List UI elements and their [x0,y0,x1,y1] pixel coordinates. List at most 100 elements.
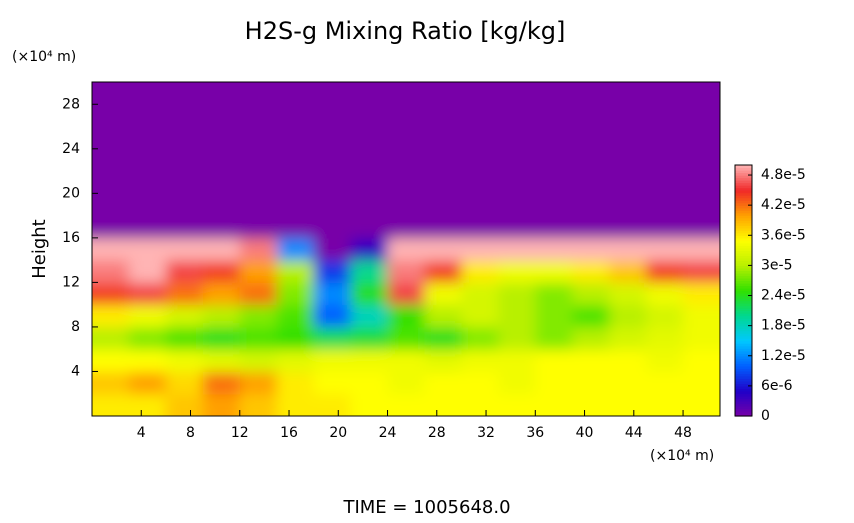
x-unit: (×10⁴ m) [650,448,714,464]
cell [313,104,352,128]
cell [424,237,462,261]
cell [609,282,647,306]
colorbar-band [735,368,752,372]
colorbar-tick-label: 3e-5 [761,257,792,273]
colorbar-tick-label: 3.6e-5 [761,227,806,243]
cell [128,304,167,328]
cell [683,193,720,217]
colorbar-band [735,333,752,337]
cell [92,82,130,105]
cell [165,371,204,395]
cell [202,193,241,217]
colorbar-frame [734,164,753,417]
cell [313,171,352,194]
cell [387,104,425,128]
colorbar-band [735,262,752,266]
cell [424,326,462,350]
cell [128,237,167,261]
y-unit: (×10⁴ m) [12,49,76,65]
cell [646,171,684,194]
cell [609,126,647,150]
cell [128,215,167,239]
cell [239,237,278,261]
cell [461,215,499,239]
colorbar-band [735,335,752,339]
cell [683,304,720,328]
cell [498,126,536,150]
cell [424,193,462,217]
cell [387,82,425,105]
cell [498,282,536,306]
cell [646,237,684,261]
cell [461,104,499,128]
cell [572,304,610,328]
colorbar-band [735,227,752,231]
cell [572,215,610,239]
cell [683,349,720,372]
cell [683,237,720,261]
colorbar-tick-label: 4.2e-5 [761,197,806,213]
colorbar-band [735,398,752,402]
cell [461,193,499,217]
cell [239,126,278,150]
x-tick-label: 20 [329,425,347,441]
y-tick-label: 12 [62,274,80,290]
cell [683,148,720,172]
cell [313,148,352,172]
cell [424,371,462,395]
cell [498,171,536,194]
cell [239,326,278,350]
colorbar-band [735,330,752,334]
colorbar-band [735,180,752,184]
cells [92,82,720,416]
cell [424,349,462,372]
cell [239,371,278,395]
cell [609,371,647,395]
colorbar-band [735,305,752,309]
colorbar-band [735,222,752,226]
cell [276,326,315,350]
cell [92,326,130,350]
colorbar-tick-label: 2.4e-5 [761,288,806,304]
cell [572,282,610,306]
cell [572,82,610,105]
colorbar-band [735,170,752,174]
cell [498,304,536,328]
cell [92,148,130,172]
colorbar-band [735,187,752,191]
cell [387,126,425,150]
colorbar-band [735,280,752,284]
cell [313,393,352,416]
colorbar-band [735,308,752,312]
colorbar-band [735,343,752,347]
cell [350,148,389,172]
cell [535,148,573,172]
cell [609,304,647,328]
plot-frame [91,81,721,417]
cell [128,171,167,194]
cell [313,193,352,217]
cell [609,393,647,416]
cell [572,148,610,172]
cell [276,282,315,306]
x-tick-label: 28 [428,425,446,441]
colorbar-band [735,358,752,362]
colorbar-band [735,293,752,297]
cell [202,82,241,105]
colorbar-band [735,380,752,384]
cell [572,326,610,350]
colorbar-band [735,200,752,204]
colorbar-band [735,310,752,314]
colorbar-band [735,373,752,377]
cell [165,171,204,194]
cell [128,282,167,306]
cell [461,237,499,261]
cell [239,82,278,105]
colorbar-band [735,217,752,221]
colorbar-band [735,192,752,196]
cell [92,282,130,306]
colorbar-band [735,353,752,357]
cell [313,82,352,105]
colorbar-band [735,172,752,176]
cell [461,371,499,395]
